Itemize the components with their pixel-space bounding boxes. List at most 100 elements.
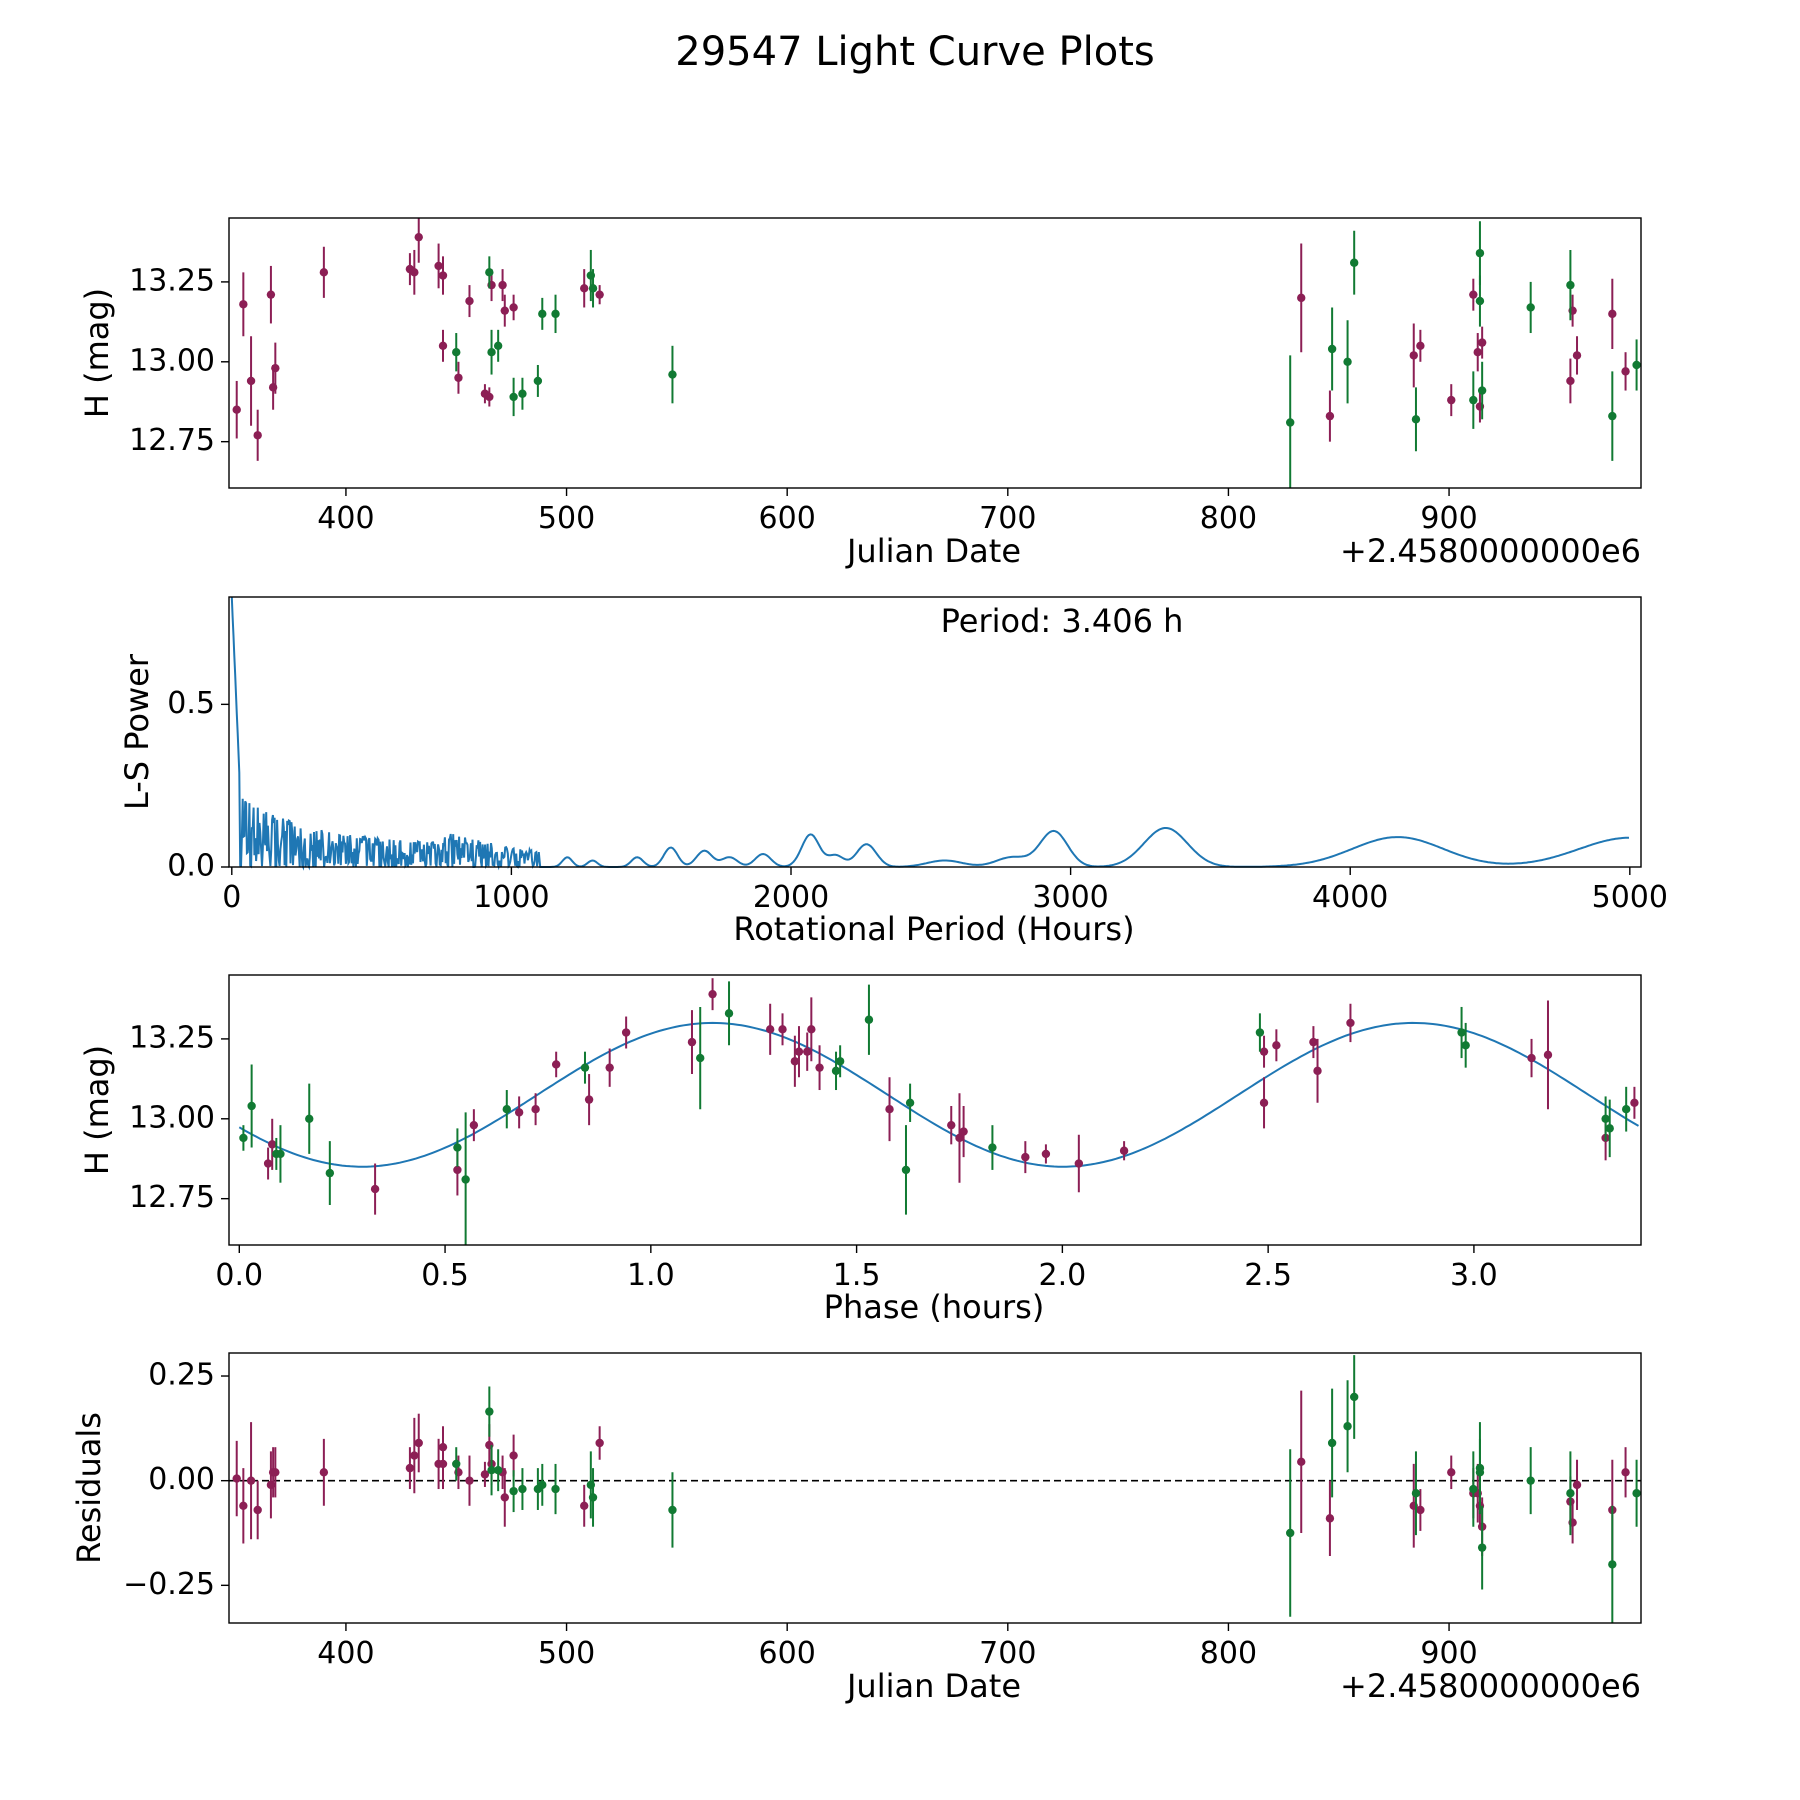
phased-curve-point-g [901, 1165, 911, 1175]
phased-curve-point-r [469, 1120, 479, 1130]
phased-curve-point-r [268, 1140, 277, 1149]
light-curve-panel: Julian Date +2.4580000000e6 H (mag) 400 5… [78, 217, 1642, 570]
light-curve-point-g [668, 370, 677, 379]
residuals-point-g [1475, 1468, 1485, 1477]
light-curve-xtick-label: 400 [317, 501, 374, 536]
light-curve-point-g [538, 309, 547, 319]
residuals-axes [228, 1352, 1642, 1624]
phased-curve-point-r [263, 1159, 273, 1168]
light-curve-xtick-label: 800 [1200, 501, 1257, 536]
phased-curve-point-r [453, 1165, 462, 1175]
residuals-point-r [465, 1476, 474, 1485]
residuals-point-g [588, 1493, 598, 1502]
phased-curve-ylabel: H (mag) [78, 1045, 116, 1175]
phased-curve-point-r [947, 1120, 956, 1130]
light-curve-point-g [1475, 248, 1485, 258]
residuals-ytick-label: 0.25 [148, 1358, 215, 1393]
residuals-xtick-label: 600 [759, 1636, 816, 1671]
light-curve-point-r [1477, 338, 1487, 347]
periodogram-axes [228, 596, 1642, 868]
light-curve-point-r [1572, 351, 1582, 360]
phased-curve-point-r [708, 989, 717, 999]
residuals-point-r [246, 1476, 256, 1485]
light-curve-point-g [1349, 258, 1359, 267]
residuals-point-r [595, 1438, 604, 1448]
light-curve-point-g [551, 309, 560, 319]
phased-curve-point-r [803, 1047, 812, 1056]
residuals-xtick-label: 900 [1420, 1636, 1477, 1671]
phased-curve-point-r [794, 1047, 804, 1056]
phased-curve-point-g [1255, 1028, 1265, 1037]
residuals-point-g [518, 1484, 527, 1494]
residuals-point-g [1343, 1422, 1352, 1431]
phased-curve-point-r [790, 1057, 800, 1066]
light-curve-point-g [509, 392, 518, 402]
residuals-point-r [239, 1501, 248, 1510]
periodogram-xtick-label: 5000 [1592, 880, 1668, 915]
phased-curve-point-g [461, 1175, 470, 1184]
phased-curve-axes [228, 974, 1642, 1246]
residuals-point-g [1349, 1392, 1359, 1402]
phased-curve-point-r [1272, 1041, 1281, 1050]
phased-curve-point-r [551, 1060, 561, 1069]
phased-curve-point-r [885, 1105, 894, 1114]
light-curve-point-r [1469, 290, 1478, 299]
residuals-point-g [493, 1466, 503, 1475]
residuals-point-r [500, 1493, 509, 1502]
phased-curve-ytick-label: 12.75 [129, 1180, 215, 1215]
residuals-point-g [1477, 1543, 1487, 1552]
light-curve-point-r [1621, 367, 1630, 376]
phased-curve-xtick-label: 2.0 [1039, 1258, 1087, 1293]
light-curve-point-g [1526, 303, 1535, 312]
periodogram-xtick-label: 0 [222, 880, 241, 915]
phased-curve-point-r [531, 1105, 540, 1114]
light-curve-point-r [266, 290, 276, 299]
light-curve-point-r [239, 300, 248, 309]
phased-curve-point-r [959, 1127, 968, 1136]
light-curve-point-r [500, 306, 509, 315]
residuals-xtick-label: 400 [317, 1636, 374, 1671]
residuals-ytick-label: 0.00 [148, 1462, 215, 1497]
residuals-point-r [232, 1474, 241, 1483]
light-curve-point-r [1608, 309, 1617, 319]
phased-curve-point-g [305, 1114, 314, 1123]
light-curve-ytick-label: 13.25 [129, 263, 215, 298]
periodogram-panel: Period: 3.406 h Rotational Period (Hours… [118, 596, 1668, 948]
phased-curve-point-r [370, 1184, 380, 1194]
phased-curve-point-g [831, 1066, 841, 1076]
light-curve-point-g [518, 389, 527, 398]
residuals-point-g [1632, 1489, 1641, 1498]
light-curve-offset-text: +2.4580000000e6 [1340, 532, 1641, 570]
phased-curve-point-g [988, 1143, 997, 1152]
residuals-point-r [271, 1468, 280, 1477]
residuals-point-r [1416, 1505, 1425, 1515]
residuals-xtick-label: 500 [538, 1636, 595, 1671]
phased-curve-point-r [1259, 1047, 1269, 1056]
periodogram-xtick-label: 1000 [473, 880, 549, 915]
periodogram-xtick-label: 2000 [753, 880, 829, 915]
phased-curve-point-g [276, 1149, 285, 1159]
light-curve-point-g [1608, 411, 1617, 421]
light-curve-point-r [1566, 376, 1575, 386]
phased-curve-xlabel: Phase (hours) [824, 1288, 1045, 1326]
phased-curve-point-r [1119, 1146, 1129, 1155]
phased-curve-point-g [835, 1057, 845, 1066]
light-curve-ytick-label: 12.75 [129, 423, 215, 458]
phased-curve-point-g [239, 1133, 248, 1143]
residuals-point-r [253, 1505, 262, 1515]
phased-curve-point-r [1313, 1066, 1322, 1076]
residuals-point-g [538, 1480, 547, 1490]
light-curve-point-g [1469, 395, 1478, 405]
phased-curve-point-g [724, 1009, 734, 1018]
light-curve-point-r [246, 376, 256, 386]
phased-curve-point-g [580, 1063, 590, 1072]
light-curve-point-g [1566, 280, 1575, 290]
residuals-xtick-label: 800 [1200, 1636, 1257, 1671]
phased-curve-xtick-label: 1.5 [833, 1258, 881, 1293]
phased-curve-point-r [605, 1063, 614, 1072]
phased-curve-point-r [1527, 1053, 1536, 1063]
light-curve-point-r [1325, 411, 1335, 421]
phased-curve-xtick-label: 3.0 [1450, 1258, 1498, 1293]
residuals-panel: Julian Date +2.4580000000e6 Residuals 40… [70, 1352, 1642, 1705]
residuals-point-r [580, 1501, 589, 1510]
